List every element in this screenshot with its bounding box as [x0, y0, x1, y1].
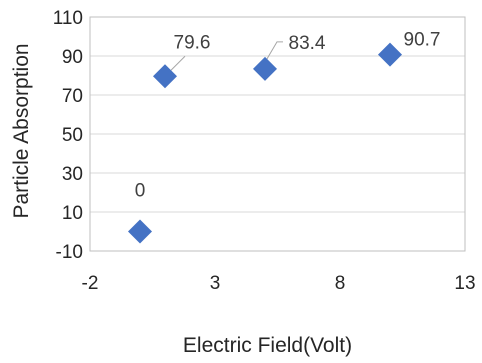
x-tick-label: 13 [454, 273, 475, 294]
x-axis-ticks: -2 3 8 13 [82, 273, 476, 294]
y-tick-label: 110 [53, 8, 83, 29]
y-tick-label: 30 [62, 164, 83, 185]
x-tick-label: 3 [210, 273, 221, 294]
y-tick-label: 70 [62, 86, 83, 107]
data-point-marker [253, 56, 277, 81]
data-point-marker [153, 64, 177, 89]
data-label: 79.6 [174, 32, 211, 53]
data-label: 90.7 [404, 30, 441, 51]
x-axis-title: Electric Field(Volt) [183, 334, 352, 357]
y-tick-label: -10 [56, 242, 83, 263]
data-label: 0 [135, 181, 146, 202]
label-leader-lines [170, 41, 283, 71]
y-axis-ticks: -10 10 30 50 70 90 110 [53, 8, 83, 263]
y-tick-label: 10 [62, 203, 83, 224]
data-point-marker [128, 219, 152, 244]
plot-area-frame [89, 16, 466, 252]
data-label: 83.4 [289, 33, 326, 54]
x-tick-label: -2 [82, 273, 99, 294]
data-points [128, 42, 402, 244]
y-tick-label: 50 [62, 125, 83, 146]
data-labels: 0 79.6 83.4 90.7 [135, 30, 441, 202]
data-point-marker [378, 42, 402, 67]
leader-line [170, 55, 186, 71]
y-tick-label: 90 [62, 47, 83, 68]
leader-line [266, 41, 283, 60]
gridlines [90, 16, 465, 252]
x-tick-label: 8 [335, 273, 346, 294]
y-axis-title: Particle Absorption [10, 43, 33, 218]
